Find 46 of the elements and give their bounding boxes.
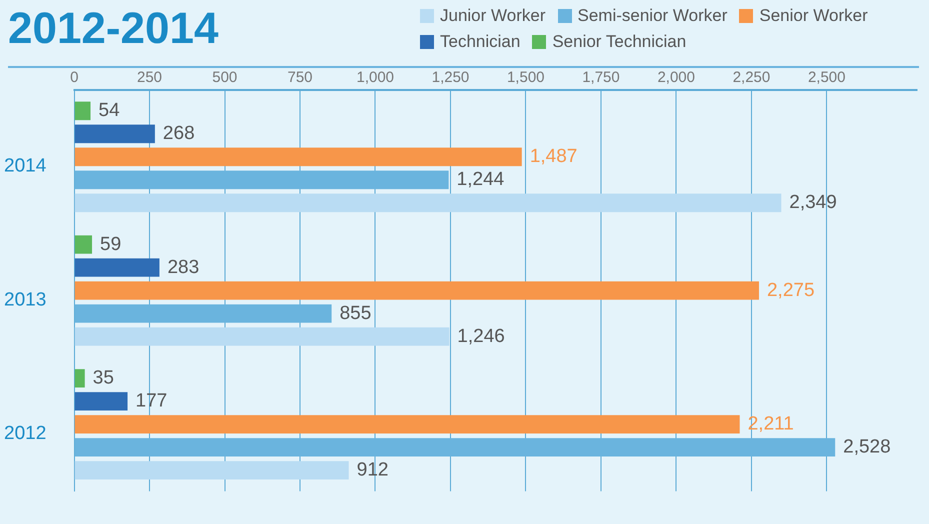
x-tick-label: 1,250 [432,69,470,86]
bar [74,170,449,190]
x-tick-label: 0 [70,69,78,86]
bar [74,102,91,120]
data-label: 59 [100,234,122,255]
data-label: 855 [340,302,372,324]
data-label: 2,528 [843,436,891,458]
legend-label: Technician [440,32,520,52]
y-tick-label: 2012 [4,423,46,444]
data-label: 1,246 [457,326,505,347]
x-tick-label: 2,250 [732,69,770,86]
data-label: 268 [162,123,195,144]
legend-label: Senior Worker [759,6,868,26]
x-tick-label: 2,500 [808,69,846,86]
bar [74,235,92,254]
x-tick-label: 250 [136,69,162,86]
legend-label: Junior Worker [440,6,546,26]
data-label: 54 [98,100,120,122]
bar [74,438,836,457]
y-tick-label: 2014 [4,156,47,177]
bar [74,194,782,212]
bar [74,124,155,144]
x-tick-label: 750 [287,69,313,86]
bar [74,304,332,323]
y-tick-label: 2013 [4,289,46,310]
bar [74,281,759,300]
chart-title: 2012-2014 [8,4,218,54]
data-label: 1,244 [456,169,505,190]
data-label: 35 [92,368,114,389]
bar [74,369,85,388]
bar [74,461,349,480]
data-label: 2,275 [766,280,815,301]
x-tick-label: 1,000 [356,69,394,86]
bar [74,415,740,434]
bar [74,392,128,411]
legend-label: Semi-senior Worker [578,6,728,26]
legend-label: Senior Technician [552,32,686,52]
x-tick-label: 500 [212,69,238,86]
data-label: 1,487 [530,146,578,168]
bar [74,258,160,277]
x-tick-label: 1,500 [506,69,545,86]
data-label: 283 [167,256,200,278]
x-tick-label: 2,000 [657,69,695,86]
x-tick-label: 1,750 [582,69,620,86]
bar [74,327,450,346]
bar [74,148,522,166]
